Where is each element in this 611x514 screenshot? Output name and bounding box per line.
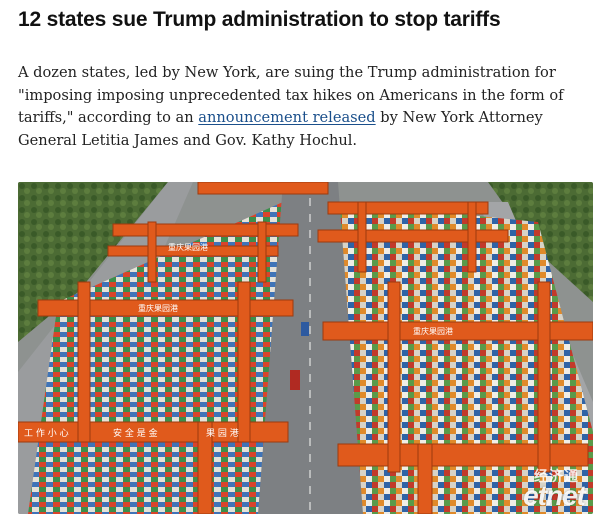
crane-sign-3: 重庆果园港 — [168, 242, 208, 252]
lede-text-end: by New York Attorney General Letitia Jam… — [18, 109, 543, 149]
article-photo: 重庆果园港 重庆果园港 重庆果园港 工 作 小 心 安 全 是 金 果 园 港 … — [18, 182, 593, 514]
article-lede: A dozen states, led by New York, are sui… — [18, 62, 603, 152]
watermark-etnet-logo: etnet — [523, 480, 586, 511]
crane-sign-5: 安 全 是 金 — [113, 427, 158, 439]
crane-sign-6: 果 园 港 — [206, 427, 239, 439]
lede-text-start: A dozen states, led by New York, are sui… — [18, 64, 564, 126]
watermark-chinese: 经济通 — [534, 469, 579, 485]
crane-sign-4: 工 作 小 心 — [24, 427, 69, 439]
announcement-link[interactable]: announcement released — [198, 109, 376, 126]
crane-sign-1: 重庆果园港 — [138, 303, 178, 313]
crane-sign-2: 重庆果园港 — [413, 326, 453, 336]
article-headline: 12 states sue Trump administration to st… — [18, 8, 501, 31]
container-port-aerial-image: 重庆果园港 重庆果园港 重庆果园港 工 作 小 心 安 全 是 金 果 园 港 — [18, 182, 593, 514]
etnet-watermark: 经济通 etnet — [503, 466, 587, 512]
